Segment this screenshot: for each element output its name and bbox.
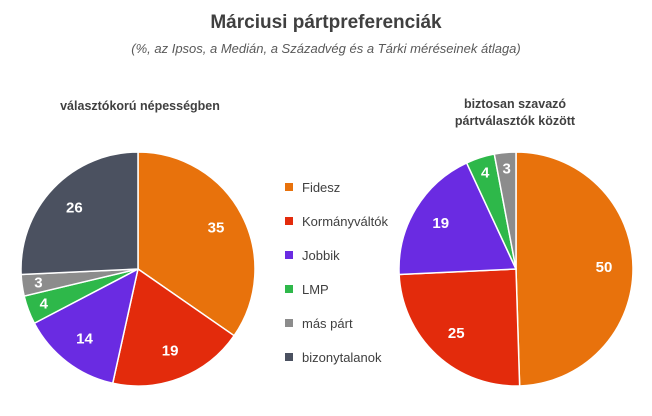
legend-label: LMP [302,281,329,297]
legend-label: Fidesz [302,179,341,195]
right-pie-title-line-1: biztosan szavazó [463,97,567,111]
slice-label: 26 [66,200,83,217]
pie-slice [493,151,517,270]
left-pie-chart: 35 19 14 4 3 26 [20,151,256,387]
slice-label: 19 [162,342,179,359]
slice-label: 19 [432,215,449,232]
slice-label: 14 [76,330,93,347]
pie-slice [398,161,518,276]
slice-label: 35 [208,220,225,237]
chart-subtitle: (%, az Ipsos, a Medián, a Századvég és a… [131,41,521,56]
pie-slice [515,151,634,387]
slice-label: 4 [481,165,490,182]
pie-slice [33,267,140,385]
slice-label: 25 [448,325,465,342]
legend-label: más párt [302,315,353,331]
pie-slice [137,151,256,337]
legend-swatch [285,251,293,259]
legend-swatch [285,217,293,225]
right-pie-title-line-2: pártválasztók között [454,114,576,128]
legend-item: Jobbik [285,238,388,272]
legend-label: bizonytalanok [302,349,382,365]
legend-swatch [285,183,293,191]
slice-label: 50 [596,259,613,276]
legend-item: Fidesz [285,170,388,204]
right-pie-chart: 50 25 19 4 3 [398,151,634,387]
legend-label: Jobbik [302,247,340,263]
pie-slice [111,267,236,387]
legend-item: LMP [285,272,388,306]
legend: Fidesz Kormányváltók Jobbik LMP más párt bizo… [285,170,388,374]
legend-swatch [285,319,293,327]
slice-label: 3 [502,160,510,177]
legend-swatch [285,285,293,293]
slice-label: 4 [40,296,49,313]
pie-slice [398,268,521,387]
chart-title: Márciusi pártpreferenciák [210,12,442,33]
legend-label: Kormányváltók [302,213,388,229]
legend-item: Kormányváltók [285,204,388,238]
pie-slice [20,151,139,276]
slice-label: 3 [34,275,42,292]
legend-swatch [285,353,293,361]
legend-item: más párt [285,306,388,340]
left-pie-title: választókorú népességben [60,99,220,113]
right-pie-title: biztosan szavazó pártválasztók között [400,96,630,130]
legend-item: bizonytalanok [285,340,388,374]
